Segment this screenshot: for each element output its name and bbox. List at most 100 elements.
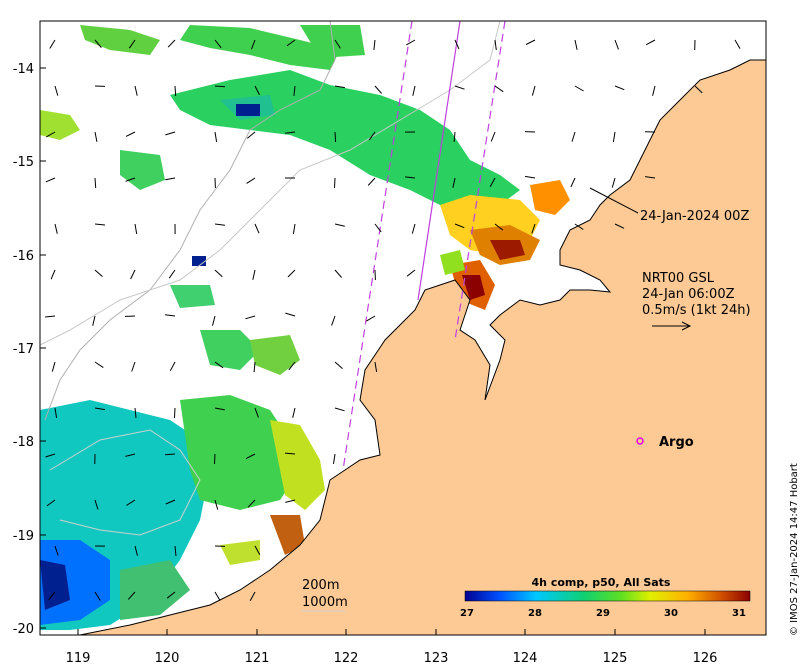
current-vector [405,176,416,179]
lon-tick-labels: 119 120 121 122 123 124 125 126 [66,651,718,666]
current-vector [366,315,376,322]
isobath-200-label: 200m [302,578,339,593]
current-vector [169,361,176,372]
current-vector [614,223,625,229]
current-vector [334,85,345,89]
isobath-200 [44,21,336,421]
current-vector [214,591,221,601]
current-vector [46,131,56,138]
lat-tick-label: -15 [13,155,34,170]
current-vector [214,407,225,411]
current-vector [164,453,176,456]
current-vector [334,131,337,143]
lon-tick-label: 123 [424,651,449,666]
current-vector [453,131,456,143]
current-vector [48,591,56,601]
colorbar-tick: 30 [664,608,678,619]
current-vector [574,85,584,92]
lon-tick-label: 124 [513,651,538,666]
lon-tick-label: 121 [245,651,270,666]
current-vector [125,453,136,457]
current-vector [212,315,216,326]
colorbar-title: 4h comp, p50, All Sats [532,576,671,589]
current-vector [174,85,177,97]
sst-patches [40,25,570,630]
map-frame [39,20,767,636]
current-vector [293,85,296,96]
lat-tick-label: -19 [13,529,34,544]
current-vector [174,545,177,557]
current-vector [254,223,260,234]
current-vector [574,223,584,230]
current-scale-label: 0.5m/s (1kt 24h) [642,303,751,318]
current-vector [614,85,625,91]
current-vector [411,223,416,234]
current-vector [611,177,616,188]
reference-arrow [652,321,692,331]
lat-tick-label: -16 [13,249,34,264]
current-vector [531,85,536,96]
track-line-1 [342,21,413,471]
current-vector [284,452,296,455]
current-vector [694,85,703,94]
current-vector [49,39,56,49]
current-vector [645,176,656,179]
current-vector [214,269,223,278]
current-vector [334,177,336,189]
current-vector [46,499,56,507]
land [79,21,766,635]
argo-label: Argo [659,435,694,450]
current-vectors [45,39,741,602]
argo-marker [636,437,644,445]
isobath-1000-label: 1000m [302,595,348,610]
current-vector [45,177,56,183]
current-vector [288,361,296,371]
current-vector [285,499,296,503]
current-vector [331,315,336,326]
current-vector [174,407,176,419]
current-product-label: NRT00 GSL [642,271,715,286]
current-vector [525,39,536,45]
current-vector [612,131,616,142]
current-vector [406,269,416,277]
lon-tick-label: 120 [155,651,180,666]
current-vector [167,39,176,48]
current-vector [94,269,103,277]
current-vector [246,177,256,184]
current-vector [45,315,56,318]
current-vector [134,85,138,96]
current-vector [51,361,56,372]
axis-ticks [40,67,706,635]
current-vector [125,177,136,182]
imos-credit: © IMOS 27-Jan-2024 14:47 Hobart [789,463,800,636]
current-vector [128,39,136,49]
current-vector [50,269,56,280]
current-vector [252,269,256,280]
current-vector [94,39,102,49]
current-vector [214,453,216,465]
current-vector [652,85,656,96]
current-vector [494,223,504,231]
current-vector [334,39,341,49]
current-vector [45,453,56,458]
current-vector [374,85,382,94]
track-pointer [589,187,639,214]
current-vector [249,591,256,602]
current-vector [126,499,136,506]
lon-tick-label: 126 [693,651,718,666]
current-vector [367,177,376,186]
current-time-label: 24-Jan 06:00Z [642,287,735,302]
current-vector [245,453,256,460]
current-vector [214,361,224,369]
current-vector [334,223,345,227]
current-vector [214,85,226,88]
track-time-label: 24-Jan-2024 00Z [640,209,749,224]
current-vector [368,131,376,141]
current-vector [285,312,296,317]
current-vector [125,131,136,137]
colorbar-tick: 27 [460,608,474,619]
current-vector [131,361,136,372]
colorbar-tick: 29 [596,608,610,619]
lat-tick-labels: -14 -15 -16 -17 -18 -19 -20 [13,62,34,637]
current-vector [214,131,218,142]
